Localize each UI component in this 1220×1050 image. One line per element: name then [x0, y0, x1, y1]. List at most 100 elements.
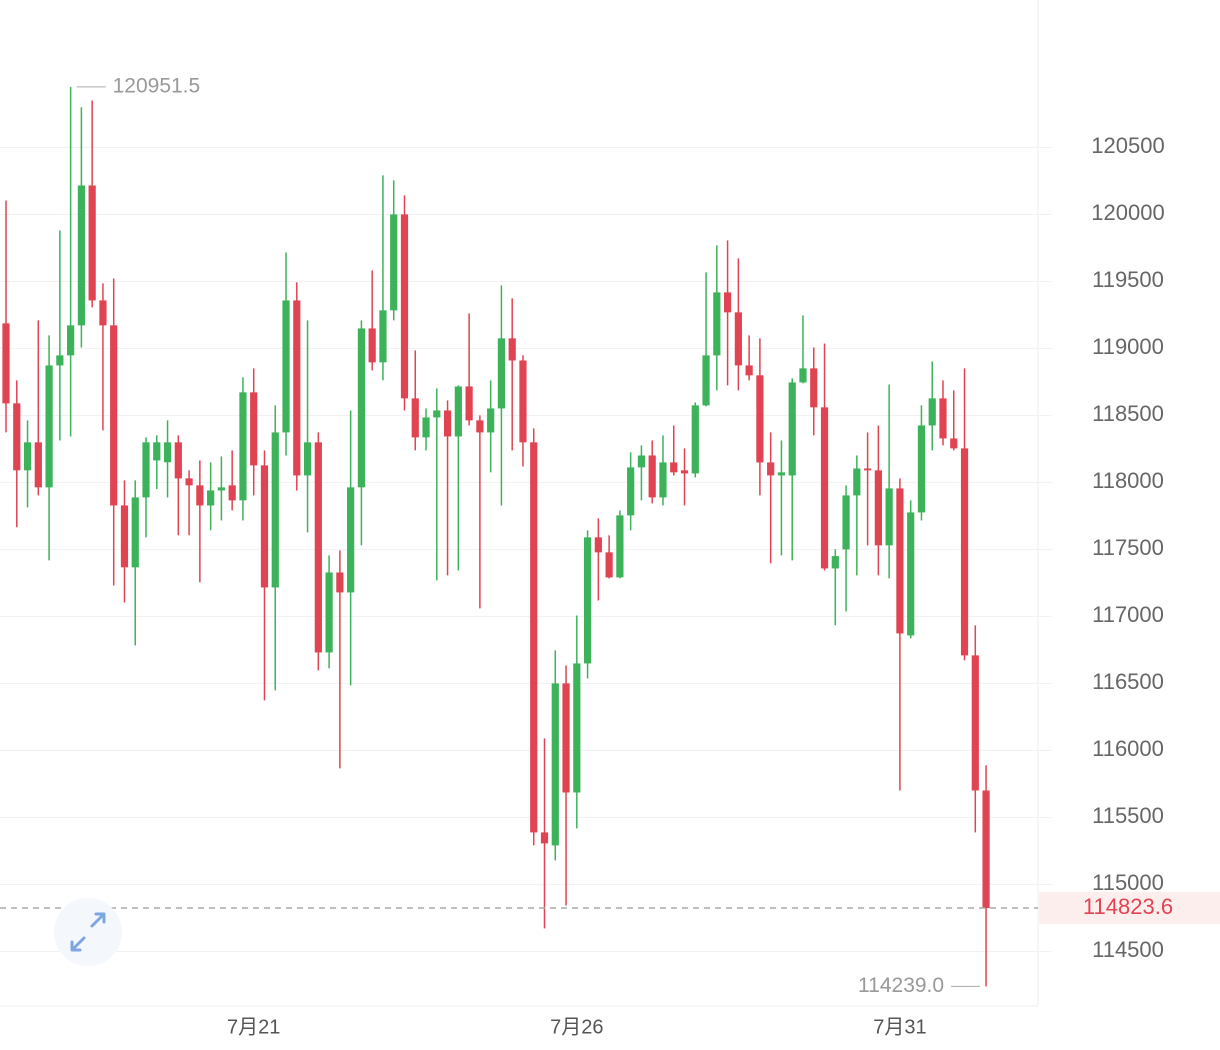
candle-body	[777, 472, 786, 476]
candle-body	[487, 408, 495, 433]
candle-body	[217, 487, 225, 491]
candle-body	[368, 328, 376, 363]
x-tick-label: 7月26	[550, 1016, 603, 1038]
candle-body	[853, 468, 861, 496]
candle-body	[648, 455, 656, 498]
y-tick-label: 114500	[1092, 937, 1164, 962]
candle-body	[174, 442, 182, 479]
candle-body	[45, 365, 53, 488]
candle-body	[820, 407, 829, 569]
candle-body	[950, 438, 958, 449]
candle-body	[400, 214, 409, 399]
candle-body	[207, 490, 215, 506]
x-tick-label: 7月31	[873, 1016, 926, 1038]
candle-body	[282, 300, 290, 433]
candle-body	[680, 470, 689, 474]
candle-body	[228, 485, 236, 501]
y-tick-label: 120000	[1091, 200, 1164, 225]
candle-body	[67, 325, 75, 356]
y-tick-label: 115000	[1092, 870, 1164, 895]
candle-body	[713, 292, 721, 356]
y-tick-label: 117000	[1092, 602, 1164, 627]
candle-body	[379, 310, 387, 363]
candle-body	[336, 572, 344, 593]
candle-body	[960, 448, 969, 656]
candle-body	[723, 292, 732, 313]
y-tick-label: 115500	[1092, 803, 1164, 828]
y-tick-label: 120500	[1091, 133, 1164, 158]
y-tick-label: 116500	[1092, 669, 1164, 694]
candle-body	[357, 328, 366, 488]
candle-body	[864, 468, 872, 471]
candle-body	[562, 683, 570, 793]
y-tick-label: 119500	[1092, 267, 1164, 292]
candle-body	[153, 442, 161, 461]
candle-body	[702, 355, 710, 406]
candle-body	[508, 338, 516, 361]
expand-icon[interactable]	[70, 912, 106, 952]
candle-body	[110, 325, 118, 506]
candle-body	[530, 442, 538, 833]
y-tick-label: 117500	[1092, 535, 1164, 560]
candle-body	[2, 323, 10, 404]
candle-body	[982, 790, 990, 909]
candle-body	[163, 442, 172, 463]
candle-body	[185, 478, 193, 486]
candle-body	[874, 470, 882, 546]
candle-body	[250, 392, 258, 466]
candle-body	[670, 462, 678, 473]
candle-body	[88, 185, 96, 301]
candle-body	[433, 410, 441, 418]
expand-button-bg[interactable]	[54, 898, 122, 966]
candle-body	[583, 537, 592, 664]
last-price-label: 114823.6	[1083, 894, 1173, 919]
candle-body	[454, 386, 462, 437]
candle-body	[196, 485, 204, 506]
y-tick-label: 118000	[1092, 468, 1164, 493]
candle-body	[390, 214, 398, 311]
candle-body	[260, 465, 269, 588]
candle-body	[842, 495, 850, 550]
candle-body	[885, 488, 893, 546]
y-tick-label: 118500	[1092, 401, 1164, 426]
candle-body	[303, 442, 312, 476]
expand-button[interactable]	[54, 898, 122, 966]
candle-body	[734, 312, 742, 366]
candle-body	[637, 455, 646, 468]
candle-body	[627, 467, 635, 516]
candle-body	[56, 355, 64, 366]
y-tick-label: 119000	[1092, 334, 1164, 359]
candle-body	[659, 462, 667, 498]
candle-body	[928, 398, 936, 426]
candle-body	[810, 368, 818, 408]
candle-body	[411, 398, 419, 438]
candle-body	[594, 537, 602, 553]
candle-body	[519, 360, 527, 443]
candle-body	[347, 487, 355, 593]
candle-body	[325, 572, 333, 653]
candle-body	[99, 300, 107, 326]
candle-body	[293, 300, 301, 476]
last-price-bg	[1039, 892, 1220, 925]
candle-body	[23, 442, 32, 471]
candle-body	[831, 556, 839, 569]
x-tick-label: 7月21	[227, 1016, 280, 1038]
candle-body	[314, 442, 322, 653]
candle-body	[422, 417, 430, 438]
candle-body	[271, 432, 279, 588]
candle-body	[77, 185, 85, 326]
candle-body	[756, 375, 764, 463]
candle-body	[131, 497, 139, 568]
candle-body	[13, 403, 21, 471]
candle-body	[691, 405, 699, 474]
y-tick-label: 116000	[1092, 736, 1164, 761]
high-marker-label: 120951.5	[113, 74, 201, 97]
low-marker-label: 114239.0	[858, 974, 944, 997]
candle-body	[540, 832, 549, 844]
candle-body	[917, 425, 926, 513]
candle-body	[896, 488, 904, 634]
candle-body	[551, 683, 559, 846]
candle-body	[465, 386, 473, 421]
candle-body	[142, 442, 150, 498]
